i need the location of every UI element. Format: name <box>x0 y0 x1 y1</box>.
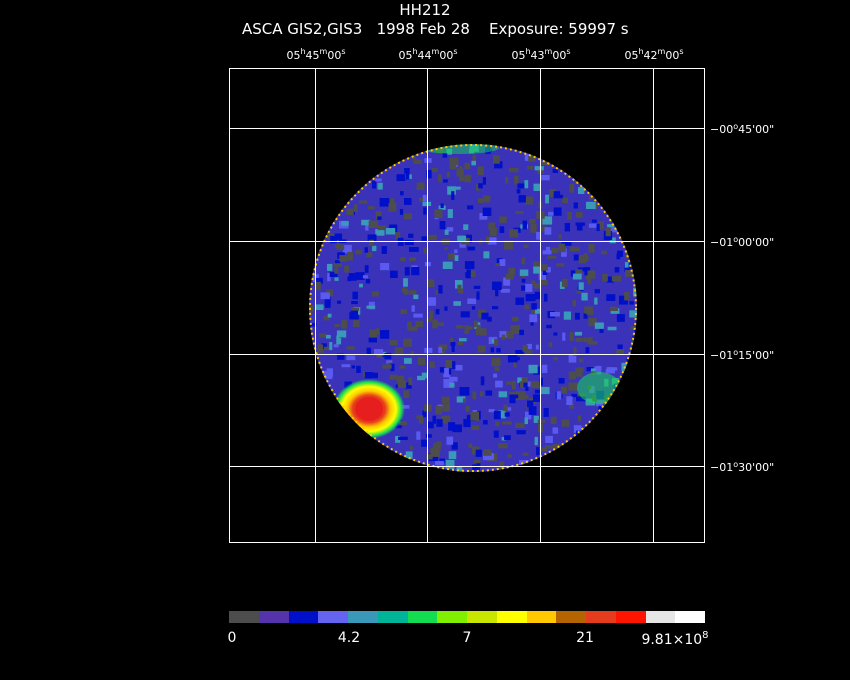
colorbar-swatch <box>586 611 616 623</box>
xray-image-plot <box>229 68 705 543</box>
colorbar-label: 7 <box>462 630 472 646</box>
colorbar-label: 0 <box>227 630 237 646</box>
colorbar-swatch <box>229 611 259 623</box>
colorbar-swatch <box>556 611 586 623</box>
colorbar-swatch <box>467 611 497 623</box>
colorbar-swatch <box>258 611 289 623</box>
colorbar-swatch <box>437 611 467 623</box>
dec-tick-label: −00o45'00" <box>710 122 775 136</box>
ra-tick-label: 05h42m00s <box>624 47 684 62</box>
ra-tick-label: 05h43m00s <box>511 47 571 62</box>
colorbar-swatch <box>645 611 676 623</box>
colorbar-swatch <box>675 611 705 623</box>
colorbar-swatch <box>377 611 408 623</box>
coordinate-grid <box>229 68 705 543</box>
colorbar-swatch <box>496 611 527 623</box>
fov-rim <box>309 144 637 472</box>
colorbar-swatch <box>318 611 348 623</box>
target-title: HH212 <box>399 1 451 19</box>
colorbar-swatch <box>407 611 438 623</box>
colorbar-swatch <box>526 611 557 623</box>
ra-tick-label: 05h44m00s <box>398 47 458 62</box>
dec-tick-label: −01o15'00" <box>710 348 775 362</box>
dec-tick-label: −01o30'00" <box>710 460 775 474</box>
colorbar-swatch <box>348 611 378 623</box>
ra-tick-label: 05h45m00s <box>286 47 346 62</box>
colorbar-label: 21 <box>576 630 594 646</box>
dec-tick-label: −01o00'00" <box>710 235 775 249</box>
colorbar-max-label: 9.81×108 <box>641 630 709 648</box>
colorbar-swatch <box>615 611 646 623</box>
colorbar <box>229 611 705 623</box>
observation-subtitle: ASCA GIS2,GIS3 1998 Feb 28 Exposure: 599… <box>242 20 629 38</box>
colorbar-swatch <box>288 611 319 623</box>
colorbar-label: 4.2 <box>337 630 361 646</box>
